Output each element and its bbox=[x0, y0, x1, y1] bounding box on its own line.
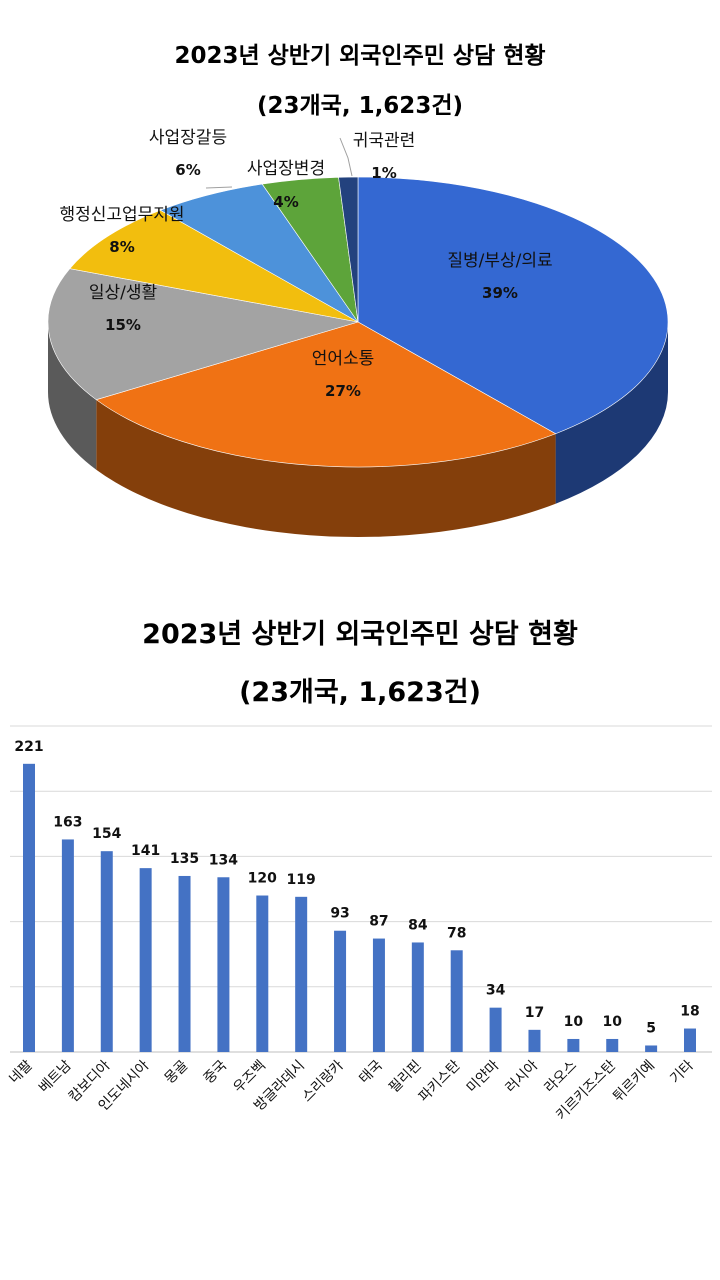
bar-value-15: 10 bbox=[602, 1014, 622, 1030]
pie-slice-1 bbox=[95, 321, 557, 468]
pie-value-2: 15% bbox=[105, 316, 141, 334]
bar-value-1: 163 bbox=[53, 814, 82, 830]
bar-value-17: 18 bbox=[680, 1004, 699, 1020]
bar-category-5: 중국 bbox=[201, 1057, 231, 1087]
bar-value-5: 134 bbox=[209, 852, 238, 868]
pie-slice-6 bbox=[338, 176, 359, 323]
pie-slice-0 bbox=[357, 176, 669, 435]
bar-value-10: 84 bbox=[408, 917, 428, 933]
bar-value-2: 154 bbox=[92, 826, 121, 842]
pie-value-3: 8% bbox=[109, 238, 134, 256]
bar-category-3: 인도네시아 bbox=[96, 1057, 153, 1114]
bar-6 bbox=[256, 895, 269, 1052]
bar-category-1: 베트남 bbox=[36, 1057, 75, 1096]
pie-side-2 bbox=[48, 322, 97, 470]
bar-category-6: 우즈벡 bbox=[230, 1058, 269, 1097]
pie-label-5: 사업장변경 bbox=[247, 159, 325, 179]
bar-category-12: 미얀마 bbox=[464, 1057, 503, 1096]
bar-4 bbox=[178, 875, 191, 1052]
bar-14 bbox=[567, 1038, 580, 1052]
bar-category-7: 방글라데시 bbox=[251, 1058, 308, 1115]
pie-slice-3 bbox=[69, 209, 359, 323]
pie-value-0: 39% bbox=[482, 284, 518, 302]
bar-value-11: 78 bbox=[447, 925, 466, 941]
bar-category-8: 스리랑카 bbox=[299, 1057, 347, 1105]
pie-chart: 질병/부상/의료 39% 언어소통 27% 일상/생활 15% 행정신고업무지원 8% 사업장갈… bbox=[47, 128, 669, 537]
bar-value-7: 119 bbox=[287, 872, 316, 888]
bar-category-15: 키르키즈스탄 bbox=[553, 1057, 619, 1123]
bar-1 bbox=[61, 839, 74, 1052]
bar-category-2: 캄보디아 bbox=[66, 1057, 114, 1105]
bar-13 bbox=[528, 1029, 541, 1052]
leader-line-sajang bbox=[205, 186, 233, 189]
bar-value-3: 141 bbox=[131, 843, 160, 859]
bar-value-9: 87 bbox=[369, 914, 388, 930]
bar-0 bbox=[23, 763, 35, 1052]
bar-17 bbox=[684, 1028, 696, 1052]
pie-value-4: 6% bbox=[175, 161, 200, 179]
bar-gridlines bbox=[10, 725, 712, 988]
bar-10 bbox=[411, 942, 424, 1052]
bar-value-8: 93 bbox=[330, 906, 349, 922]
pie-label-0: 질병/부상/의료 bbox=[447, 251, 552, 271]
bar-value-0: 221 bbox=[14, 739, 43, 755]
bar-5 bbox=[217, 877, 230, 1052]
bar-category-13: 러시아 bbox=[503, 1057, 542, 1096]
pie-slices bbox=[47, 176, 669, 468]
bar-marks: 221 네팔 163 베트남 154 캄보디아 141 인도네시아 135 몽골 134 중국 120 우… bbox=[6, 739, 699, 1124]
bar-8 bbox=[334, 930, 347, 1052]
bar-category-0: 네팔 bbox=[6, 1057, 36, 1087]
bar-12 bbox=[489, 1007, 502, 1052]
pie-side-1 bbox=[96, 399, 556, 537]
bar-11 bbox=[450, 950, 463, 1052]
pie-side-0 bbox=[555, 322, 668, 504]
bar-value-16: 5 bbox=[646, 1020, 656, 1036]
bar-category-4: 몽골 bbox=[162, 1057, 192, 1087]
bar-category-17: 기타 bbox=[667, 1057, 697, 1087]
bar-category-10: 필리핀 bbox=[386, 1058, 425, 1097]
pie-label-6: 귀국관련 bbox=[353, 131, 416, 151]
pie-label-4: 사업장갈등 bbox=[149, 128, 227, 148]
bar-chart-title: 2023년 상반기 외국인주민 상담 현황 bbox=[142, 619, 578, 650]
pie-value-5: 4% bbox=[273, 193, 298, 211]
bar-value-14: 10 bbox=[564, 1014, 584, 1030]
bar-chart-subtitle: (23개국, 1,623건) bbox=[239, 677, 481, 708]
bar-2 bbox=[100, 851, 113, 1052]
bar-9 bbox=[372, 938, 385, 1052]
bar-value-4: 135 bbox=[170, 851, 199, 867]
pie-label-3: 행정신고업무지원 bbox=[59, 205, 184, 225]
bar-value-12: 34 bbox=[486, 983, 506, 999]
bar-7 bbox=[295, 896, 308, 1052]
pie-label-1: 언어소통 bbox=[312, 349, 375, 369]
bar-category-16: 튀르키예 bbox=[610, 1058, 658, 1106]
bar-15 bbox=[606, 1038, 619, 1052]
pie-chart-title: 2023년 상반기 외국인주민 상담 현황 bbox=[174, 43, 546, 69]
pie-side-walls bbox=[48, 322, 668, 537]
bar-value-13: 17 bbox=[525, 1005, 544, 1021]
pie-chart-subtitle: (23개국, 1,623건) bbox=[256, 93, 463, 119]
leader-line-gwiguk bbox=[339, 137, 353, 177]
bar-category-9: 태국 bbox=[356, 1057, 386, 1087]
pie-value-1: 27% bbox=[325, 382, 361, 400]
pie-slice-2 bbox=[47, 268, 359, 401]
pie-value-6: 1% bbox=[371, 164, 396, 182]
bar-category-14: 라오스 bbox=[542, 1057, 581, 1096]
bar-category-11: 파키스탄 bbox=[416, 1057, 464, 1105]
bar-value-6: 120 bbox=[248, 871, 277, 887]
bar-3 bbox=[139, 868, 152, 1052]
pie-label-2: 일상/생활 bbox=[89, 283, 157, 303]
bar-16 bbox=[645, 1045, 658, 1052]
